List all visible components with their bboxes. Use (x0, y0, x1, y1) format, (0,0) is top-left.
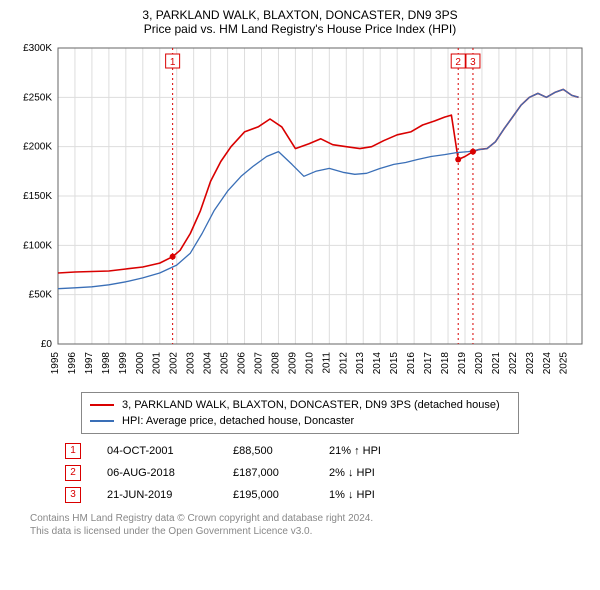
chart-svg: £0 £50K £100K £150K £200K £250K £300K 1995 1996 1… (10, 42, 590, 384)
transaction-marker: 2 (65, 465, 81, 481)
svg-text:2004: 2004 (203, 352, 214, 375)
legend: 3, PARKLAND WALK, BLAXTON, DONCASTER, DN… (81, 392, 519, 434)
transaction-date: 04-OCT-2001 (107, 440, 207, 462)
svg-text:2013: 2013 (355, 352, 366, 375)
svg-text:£100K: £100K (23, 240, 52, 251)
container: 3, PARKLAND WALK, BLAXTON, DONCASTER, DN… (0, 0, 600, 590)
svg-text:2021: 2021 (491, 352, 502, 375)
page-title: 3, PARKLAND WALK, BLAXTON, DONCASTER, DN… (10, 8, 590, 22)
legend-label: 3, PARKLAND WALK, BLAXTON, DONCASTER, DN… (122, 397, 500, 413)
transaction-price: £187,000 (233, 462, 303, 484)
page-subtitle: Price paid vs. HM Land Registry's House … (10, 22, 590, 36)
legend-item: HPI: Average price, detached house, Donc… (90, 413, 510, 429)
legend-item: 3, PARKLAND WALK, BLAXTON, DONCASTER, DN… (90, 397, 510, 413)
svg-text:2: 2 (455, 57, 461, 68)
svg-text:1999: 1999 (118, 352, 129, 375)
transaction-marker: 1 (65, 443, 81, 459)
svg-text:2009: 2009 (287, 352, 298, 375)
svg-text:2002: 2002 (169, 352, 180, 375)
svg-text:2020: 2020 (474, 352, 485, 375)
transaction-date: 21-JUN-2019 (107, 484, 207, 506)
svg-text:2022: 2022 (508, 352, 519, 375)
attribution-footer: Contains HM Land Registry data © Crown c… (10, 512, 590, 538)
svg-text:2003: 2003 (186, 352, 197, 375)
footer-line-2: This data is licensed under the Open Gov… (30, 525, 590, 538)
svg-text:2010: 2010 (304, 352, 315, 375)
legend-swatch (90, 420, 114, 422)
svg-text:£250K: £250K (23, 92, 52, 103)
svg-text:£50K: £50K (29, 290, 53, 301)
svg-text:1: 1 (170, 57, 176, 68)
transaction-price: £195,000 (233, 484, 303, 506)
svg-text:2001: 2001 (152, 352, 163, 375)
svg-text:2014: 2014 (372, 352, 383, 375)
svg-text:2017: 2017 (423, 352, 434, 375)
svg-text:2024: 2024 (542, 352, 553, 375)
svg-text:2011: 2011 (321, 352, 332, 374)
svg-text:2008: 2008 (270, 352, 281, 375)
transaction-price: £88,500 (233, 440, 303, 462)
svg-text:2000: 2000 (135, 352, 146, 375)
svg-text:£150K: £150K (23, 191, 52, 202)
footer-line-1: Contains HM Land Registry data © Crown c… (30, 512, 590, 525)
transaction-marker: 3 (65, 487, 81, 503)
svg-text:1996: 1996 (67, 352, 78, 375)
transaction-delta: 1% ↓ HPI (329, 484, 419, 506)
svg-text:2006: 2006 (237, 352, 248, 375)
svg-text:1997: 1997 (84, 352, 95, 375)
transaction-row: 2 06-AUG-2018 £187,000 2% ↓ HPI (65, 462, 535, 484)
svg-text:2015: 2015 (389, 352, 400, 375)
svg-text:2012: 2012 (338, 352, 349, 375)
transaction-delta: 21% ↑ HPI (329, 440, 419, 462)
transaction-date: 06-AUG-2018 (107, 462, 207, 484)
legend-label: HPI: Average price, detached house, Donc… (122, 413, 354, 429)
svg-text:2023: 2023 (525, 352, 536, 375)
svg-text:2018: 2018 (440, 352, 451, 375)
transaction-row: 1 04-OCT-2001 £88,500 21% ↑ HPI (65, 440, 535, 462)
svg-text:£0: £0 (41, 339, 53, 350)
legend-swatch (90, 404, 114, 406)
svg-text:£200K: £200K (23, 142, 52, 153)
transactions-table: 1 04-OCT-2001 £88,500 21% ↑ HPI 2 06-AUG-2018… (65, 440, 535, 506)
svg-text:2019: 2019 (457, 352, 468, 375)
svg-text:2007: 2007 (253, 352, 264, 375)
svg-text:2016: 2016 (406, 352, 417, 375)
svg-text:1995: 1995 (50, 352, 61, 375)
svg-text:2025: 2025 (559, 352, 570, 375)
price-chart: £0 £50K £100K £150K £200K £250K £300K 1995 1996 1… (10, 42, 590, 384)
svg-text:2005: 2005 (220, 352, 231, 375)
transaction-row: 3 21-JUN-2019 £195,000 1% ↓ HPI (65, 484, 535, 506)
transaction-delta: 2% ↓ HPI (329, 462, 419, 484)
svg-text:£300K: £300K (23, 43, 52, 54)
svg-text:1998: 1998 (101, 352, 112, 375)
svg-text:3: 3 (470, 57, 476, 68)
